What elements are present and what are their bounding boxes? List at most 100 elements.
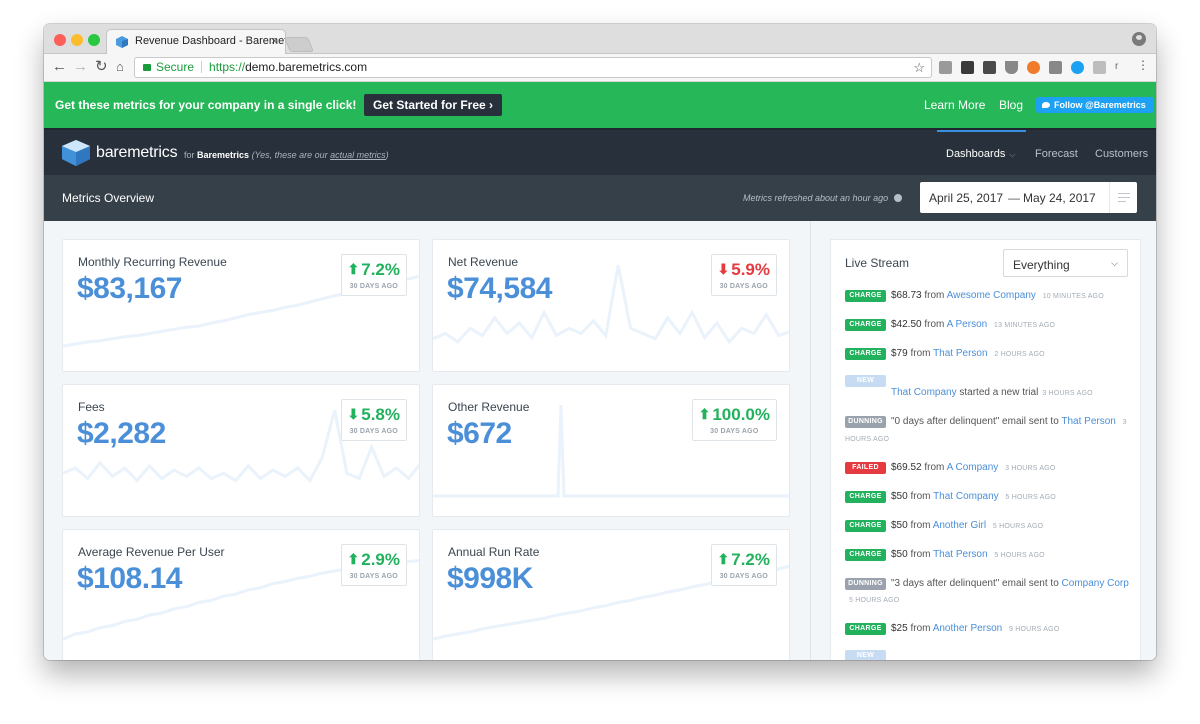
arrow-up-icon: ⬆: [347, 261, 360, 277]
extension-twitter-icon[interactable]: [1071, 61, 1084, 74]
change-value: 5.9%: [731, 260, 770, 279]
nav-forecast[interactable]: Forecast: [1035, 148, 1078, 160]
app-header: baremetrics for Baremetrics (Yes, these …: [44, 128, 1156, 175]
close-window-button[interactable]: [54, 34, 66, 46]
event-filter-select[interactable]: Everything ⌵: [1003, 249, 1128, 277]
metric-card-net-revenue[interactable]: Net Revenue $74,584 ⬇ 5.9% 30 DAYS AGO: [432, 239, 790, 372]
extension-g-icon[interactable]: [1093, 61, 1106, 74]
event-tag: CHARGE: [845, 520, 886, 532]
follow-twitter-button[interactable]: Follow @Baremetrics: [1036, 97, 1154, 113]
event-customer-link[interactable]: A Company: [946, 462, 999, 473]
metric-title: Annual Run Rate: [448, 545, 540, 559]
event-customer-link[interactable]: A Person: [946, 319, 988, 330]
metric-card-arr[interactable]: Annual Run Rate $998K ⬆ 7.2% 30 DAYS AGO: [432, 529, 790, 660]
sparkline: [63, 409, 419, 484]
extension-square-icon[interactable]: [939, 61, 952, 74]
column-divider: [810, 221, 811, 660]
event-amount: $50: [891, 491, 908, 502]
nav-dashboards[interactable]: Dashboards ⌵: [946, 148, 1015, 160]
date-range-picker[interactable]: April 25, 2017 — May 24, 2017: [920, 182, 1137, 213]
extension-camera-icon[interactable]: [1049, 61, 1062, 74]
lock-icon: [143, 64, 151, 71]
metric-title: Fees: [78, 400, 105, 414]
maximize-window-button[interactable]: [88, 34, 100, 46]
event-customer-link[interactable]: That Company: [933, 491, 999, 502]
event-customer-link[interactable]: Company Corp: [1061, 578, 1129, 589]
event-customer-link[interactable]: Another Girl: [932, 520, 987, 531]
info-icon[interactable]: [894, 194, 903, 202]
metric-value: $83,167: [77, 272, 182, 305]
metric-title: Other Revenue: [448, 400, 530, 414]
nav-customers[interactable]: Customers: [1095, 148, 1149, 160]
metric-card-arpu[interactable]: Average Revenue Per User $108.14 ⬆ 2.9% 30…: [62, 529, 420, 660]
page-title: Metrics Overview: [62, 191, 155, 205]
metric-card-other-revenue[interactable]: Other Revenue $672 ⬆ 100.0% 30 DAYS AGO: [432, 384, 790, 517]
event-time: 13 MINUTES AGO: [993, 322, 1056, 329]
date-options-icon[interactable]: [1109, 182, 1137, 213]
chevron-down-icon: ⌵: [1111, 258, 1118, 268]
change-percent: ⬇ 5.8%: [348, 405, 400, 424]
extension-counter-icon[interactable]: [983, 61, 996, 74]
event-tag: FAILED: [845, 462, 886, 474]
sparkline: [433, 404, 789, 498]
get-started-button[interactable]: Get Started for Free ›: [364, 94, 503, 116]
event-amount: $50: [891, 549, 908, 560]
event-rest: started a new trial: [959, 387, 1039, 398]
change-period: 30 DAYS AGO: [349, 428, 398, 435]
for-label: for: [184, 150, 195, 160]
learn-more-link[interactable]: Learn More: [924, 98, 986, 112]
blog-link[interactable]: Blog: [999, 98, 1024, 112]
event-time: 5 HOURS AGO: [994, 552, 1045, 559]
event-time: 3 HOURS AGO: [845, 419, 1127, 443]
date-end[interactable]: May 24, 2017: [1023, 191, 1096, 205]
extension-smiley-icon[interactable]: [1027, 61, 1040, 74]
brand-wordmark[interactable]: baremetrics: [96, 144, 178, 162]
event-customer-link[interactable]: Another Person: [932, 623, 1003, 634]
live-event: DUNNING "0 days after delinquent" email s…: [845, 414, 1135, 448]
tab-title: Revenue Dashboard - Baremetrics: [135, 35, 285, 47]
baremetrics-favicon-icon: [116, 36, 128, 48]
browser-tab[interactable]: Revenue Dashboard - Baremetrics ×: [106, 29, 286, 54]
live-event: FAILED $69.52 from A Company 3 HOURS AGO: [845, 460, 1135, 477]
event-filter-value: Everything: [1013, 258, 1070, 272]
tab-bar: Revenue Dashboard - Baremetrics ×: [44, 24, 1156, 54]
address-bar[interactable]: Secure https://demo.baremetrics.com ☆: [134, 57, 932, 78]
extension-r-icon[interactable]: r: [1115, 61, 1119, 72]
browser-window: Revenue Dashboard - Baremetrics × ← → ↻ …: [44, 24, 1156, 660]
back-icon[interactable]: ←: [52, 58, 67, 75]
twitter-bird-icon: [1042, 102, 1050, 108]
event-customer-link[interactable]: That Person: [933, 549, 988, 560]
home-icon[interactable]: ⌂: [116, 59, 124, 74]
event-tag: CHARGE: [845, 348, 886, 360]
minimize-window-button[interactable]: [71, 34, 83, 46]
sub-header: Metrics Overview Metrics refreshed about…: [44, 175, 1156, 221]
metric-card-mrr[interactable]: Monthly Recurring Revenue $83,167 ⬆ 7.2% 3…: [62, 239, 420, 372]
actual-metrics-link[interactable]: actual metrics: [330, 150, 386, 160]
bookmark-star-icon[interactable]: ☆: [913, 60, 925, 75]
new-tab-button[interactable]: [283, 37, 315, 52]
change-value: 2.9%: [361, 550, 400, 569]
forward-icon[interactable]: →: [73, 58, 88, 75]
date-start[interactable]: April 25, 2017: [929, 191, 1004, 205]
baremetrics-logo-icon[interactable]: [62, 140, 90, 166]
tab-close-icon[interactable]: ×: [270, 34, 278, 48]
active-nav-indicator: [937, 130, 1026, 132]
extension-layers-icon[interactable]: [961, 61, 974, 74]
metric-title: Net Revenue: [448, 255, 519, 269]
reload-icon[interactable]: ↻: [95, 58, 108, 75]
browser-menu-icon[interactable]: ⋮: [1137, 58, 1149, 72]
event-text: from: [910, 348, 931, 359]
event-customer-link[interactable]: Awesome Company: [946, 290, 1036, 301]
extension-v-icon[interactable]: [1005, 61, 1018, 74]
event-customer-link[interactable]: That Person: [1061, 416, 1116, 427]
profile-icon[interactable]: [1132, 32, 1146, 46]
change-value: 5.8%: [361, 405, 400, 424]
event-customer-link[interactable]: That Person: [933, 348, 988, 359]
metric-value: $2,282: [77, 417, 166, 450]
metric-card-fees[interactable]: Fees $2,282 ⬇ 5.8% 30 DAYS AGO: [62, 384, 420, 517]
event-text: from: [910, 623, 931, 634]
event-customer-link[interactable]: That Company: [891, 387, 957, 398]
promo-text: Get these metrics for your company in a …: [55, 98, 357, 112]
